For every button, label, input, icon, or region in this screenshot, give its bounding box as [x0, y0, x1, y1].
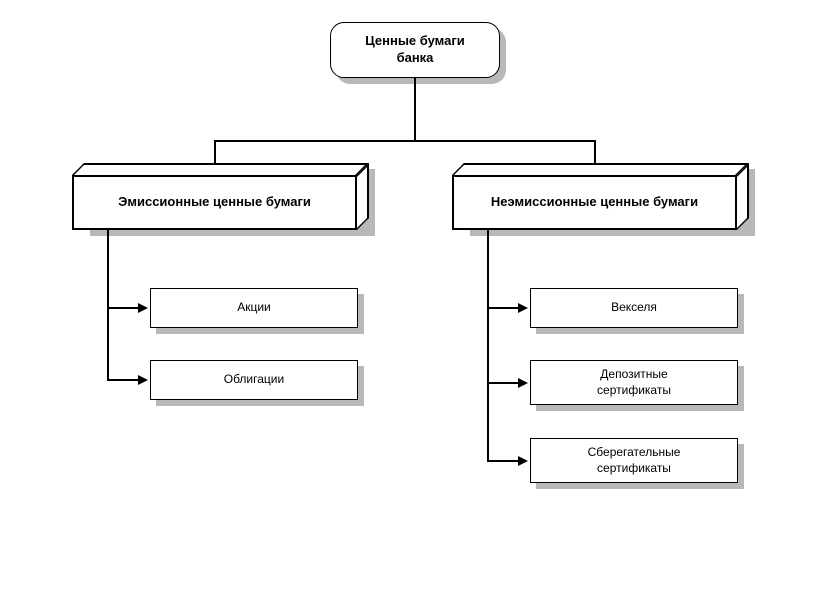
connector — [487, 230, 489, 462]
leaf-node: Векселя — [530, 288, 738, 328]
connector — [214, 140, 596, 142]
leaf-label: Акции — [237, 300, 271, 316]
leaf-label: Сберегательные сертификаты — [588, 445, 681, 476]
leaf-label: Облигации — [224, 372, 284, 388]
category-top — [72, 163, 369, 175]
root-label: Ценные бумаги банка — [365, 33, 465, 67]
leaf-label: Депозитные сертификаты — [597, 367, 671, 398]
leaf-node: Акции — [150, 288, 358, 328]
connector — [488, 382, 518, 384]
connector — [108, 379, 138, 381]
leaf-label: Векселя — [611, 300, 657, 316]
category-label: Неэмиссионные ценные бумаги — [491, 194, 698, 211]
leaf-node: Сберегательные сертификаты — [530, 438, 738, 483]
category-label: Эмиссионные ценные бумаги — [118, 194, 311, 211]
connector — [108, 307, 138, 309]
category-top — [452, 163, 749, 175]
arrow-icon — [518, 456, 528, 466]
connector — [488, 307, 518, 309]
leaf-node: Депозитные сертификаты — [530, 360, 738, 405]
connector — [414, 78, 416, 140]
connector — [488, 460, 518, 462]
connector — [214, 140, 216, 163]
connector — [594, 140, 596, 163]
connector — [107, 230, 109, 381]
arrow-icon — [518, 303, 528, 313]
root-node: Ценные бумаги банка — [330, 22, 500, 78]
arrow-icon — [138, 303, 148, 313]
arrow-icon — [138, 375, 148, 385]
category-node: Эмиссионные ценные бумаги — [72, 175, 357, 230]
category-node: Неэмиссионные ценные бумаги — [452, 175, 737, 230]
leaf-node: Облигации — [150, 360, 358, 400]
arrow-icon — [518, 378, 528, 388]
